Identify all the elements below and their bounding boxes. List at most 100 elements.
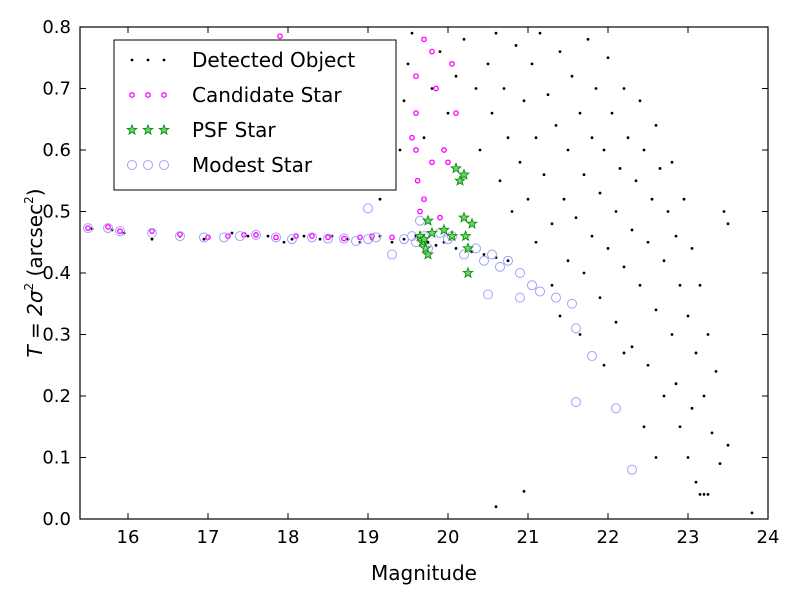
data-point bbox=[527, 280, 537, 291]
data-point bbox=[690, 406, 694, 410]
series-modest-star bbox=[83, 203, 637, 475]
data-point bbox=[389, 234, 395, 241]
data-point bbox=[323, 233, 333, 244]
data-point bbox=[409, 134, 415, 141]
data-point bbox=[498, 179, 502, 183]
data-point bbox=[698, 283, 702, 287]
data-point bbox=[419, 242, 432, 254]
data-point bbox=[490, 111, 494, 115]
data-point bbox=[454, 74, 458, 78]
data-point bbox=[387, 249, 397, 260]
data-point bbox=[646, 363, 650, 367]
data-point bbox=[614, 320, 618, 324]
data-point bbox=[654, 456, 658, 459]
data-point bbox=[454, 174, 466, 186]
data-point bbox=[670, 160, 674, 164]
data-point bbox=[83, 223, 93, 234]
data-point bbox=[590, 234, 594, 238]
data-point bbox=[606, 56, 610, 60]
data-point bbox=[722, 210, 726, 213]
data-point bbox=[85, 225, 91, 231]
data-point bbox=[429, 159, 435, 166]
data-point bbox=[606, 247, 610, 250]
data-point bbox=[406, 62, 410, 66]
data-point bbox=[413, 73, 419, 80]
data-point bbox=[307, 232, 317, 243]
data-point bbox=[503, 255, 513, 266]
y-axis-ticks: 0.0 0.1 0.2 0.3 0.4 0.5 0.6 0.7 0.8 bbox=[42, 17, 768, 530]
x-tick-label: 17 bbox=[197, 527, 220, 548]
data-point bbox=[415, 215, 425, 226]
data-point bbox=[626, 136, 630, 140]
data-point bbox=[702, 493, 706, 496]
data-point bbox=[253, 232, 259, 238]
data-point bbox=[117, 228, 123, 235]
data-point bbox=[554, 124, 558, 127]
data-point bbox=[694, 351, 698, 355]
data-point bbox=[363, 203, 373, 214]
data-point bbox=[726, 443, 730, 447]
data-point bbox=[147, 228, 157, 239]
data-point bbox=[662, 259, 666, 263]
data-point bbox=[558, 50, 562, 53]
y-tick-label: 0.7 bbox=[42, 79, 71, 100]
y-tick-label: 0.0 bbox=[42, 509, 71, 530]
data-point bbox=[413, 110, 419, 116]
data-point bbox=[442, 240, 446, 244]
data-point bbox=[582, 271, 586, 275]
data-point bbox=[390, 240, 394, 244]
data-point bbox=[446, 111, 450, 115]
x-tick-label: 21 bbox=[517, 527, 540, 548]
x-axis-ticks: 16 17 18 19 20 21 22 23 24 bbox=[117, 27, 780, 548]
y-axis-label-prefix: T = 2σ bbox=[23, 289, 47, 357]
data-point bbox=[459, 229, 472, 242]
data-point bbox=[398, 148, 402, 152]
data-point bbox=[417, 208, 423, 215]
data-point bbox=[650, 197, 654, 201]
data-point bbox=[421, 36, 427, 43]
y-axis-label: T = 2σ2 (arcsec2) bbox=[22, 188, 47, 357]
data-point bbox=[437, 214, 443, 221]
data-point bbox=[682, 197, 686, 201]
data-point bbox=[642, 148, 646, 152]
data-point bbox=[462, 242, 474, 254]
data-point bbox=[483, 289, 493, 300]
data-point bbox=[434, 243, 438, 247]
y-tick-label: 0.2 bbox=[42, 386, 71, 407]
data-point bbox=[538, 31, 542, 35]
data-point bbox=[449, 61, 455, 67]
data-point bbox=[566, 259, 570, 263]
data-point bbox=[149, 228, 155, 235]
data-point bbox=[534, 136, 538, 140]
data-point bbox=[302, 234, 306, 238]
data-point bbox=[530, 62, 534, 66]
data-point bbox=[466, 217, 478, 229]
data-point bbox=[219, 232, 229, 243]
data-point bbox=[462, 37, 466, 41]
data-point bbox=[277, 33, 283, 40]
data-point bbox=[726, 222, 730, 226]
data-point bbox=[418, 232, 430, 245]
data-point bbox=[602, 148, 606, 152]
data-point bbox=[674, 382, 678, 386]
data-point bbox=[175, 231, 185, 242]
data-point bbox=[471, 243, 481, 254]
x-tick-label: 24 bbox=[757, 527, 780, 548]
data-point bbox=[578, 333, 582, 336]
data-point bbox=[273, 234, 279, 241]
legend-entry: Detected Object bbox=[130, 48, 355, 72]
x-axis-label: Magnitude bbox=[371, 561, 477, 585]
data-point bbox=[706, 333, 710, 336]
data-point bbox=[494, 256, 498, 260]
data-point bbox=[674, 234, 678, 238]
data-point bbox=[422, 136, 426, 140]
data-point bbox=[698, 493, 702, 496]
data-point bbox=[422, 214, 434, 226]
data-point bbox=[458, 168, 470, 180]
data-point bbox=[433, 85, 439, 92]
data-point bbox=[495, 261, 505, 272]
data-point bbox=[710, 431, 714, 435]
data-point bbox=[445, 159, 451, 166]
data-point bbox=[535, 286, 545, 297]
legend-entries: Detected Object Candidate Star PSF Star Mod… bbox=[126, 48, 355, 177]
